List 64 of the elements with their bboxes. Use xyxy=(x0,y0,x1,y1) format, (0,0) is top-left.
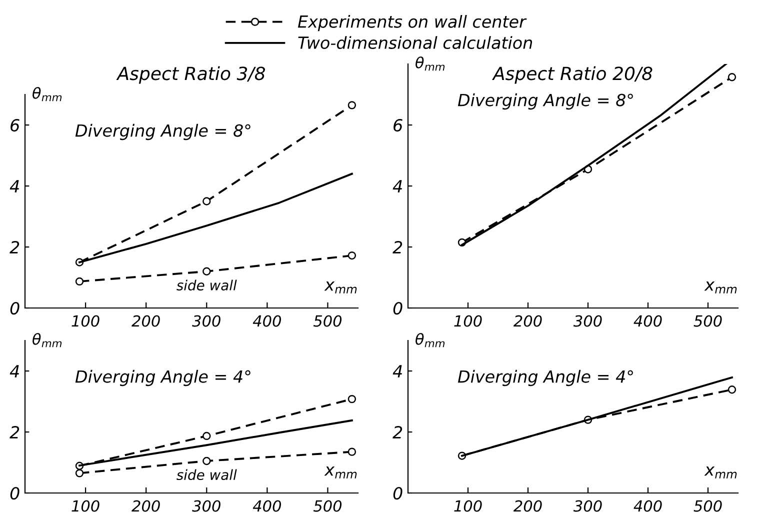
y-tick-label: 0 xyxy=(10,486,20,500)
x-tick-label: 400 xyxy=(252,500,281,512)
point xyxy=(728,73,736,82)
text: Diverging Angle = 4° xyxy=(458,370,633,386)
y-axis-title: θ$_{mm}$ xyxy=(416,56,445,71)
x-tick-label: 100 xyxy=(454,315,482,327)
y-tick-label: 0 xyxy=(393,486,402,500)
point xyxy=(202,456,211,466)
y-tick-label: 2 xyxy=(392,426,402,438)
x-tick-label: 100 xyxy=(72,500,100,512)
x-axis-title: x$_{mm}$ xyxy=(704,466,737,478)
y-tick-label: 0 xyxy=(10,302,20,315)
point xyxy=(75,277,84,286)
y-tick-label: 0 xyxy=(393,302,402,315)
x-tick-label: 100 xyxy=(72,315,100,327)
y-axis-title: θ$_{mm}$ xyxy=(32,332,62,348)
x-axis-title: x$_{mm}$ xyxy=(324,281,357,294)
x-tick-label: 200 xyxy=(513,500,542,512)
x-tick-label: 200 xyxy=(132,315,160,327)
point xyxy=(202,267,211,276)
x-tick-label: 400 xyxy=(634,315,662,327)
x-tick-label: 300 xyxy=(573,315,602,327)
point xyxy=(348,394,356,404)
x-axis-title: x$_{mm}$ xyxy=(704,281,737,294)
point xyxy=(202,197,211,206)
x-tick-label: 500 xyxy=(313,500,342,512)
point xyxy=(348,448,356,456)
y-tick-label: 4 xyxy=(10,180,19,192)
y-tick-label: 4 xyxy=(10,365,19,378)
x-tick-label: 200 xyxy=(132,500,160,512)
text: Diverging Angle = 4° xyxy=(75,370,250,386)
y-tick-label: 2 xyxy=(10,240,20,254)
x-axis-title: x$_{mm}$ xyxy=(324,466,357,478)
point xyxy=(202,432,211,440)
x-tick-label: 300 xyxy=(573,500,602,512)
y-tick-label: 2 xyxy=(392,240,402,254)
y-tick-label: 6 xyxy=(10,118,20,132)
text: Diverging Angle = 8° xyxy=(75,124,250,140)
x-tick-label: 400 xyxy=(252,315,281,327)
x-tick-label: 300 xyxy=(192,315,220,327)
x-tick-label: 500 xyxy=(313,315,342,327)
y-tick-label: 2 xyxy=(10,426,20,438)
point xyxy=(348,101,356,110)
y-axis-title: θ$_{mm}$ xyxy=(416,332,445,348)
x-tick-label: 300 xyxy=(192,500,220,512)
point xyxy=(75,469,84,478)
y-tick-label: 4 xyxy=(392,365,402,378)
x-tick-label: 100 xyxy=(454,500,482,512)
text: Diverging Angle = 8° xyxy=(458,93,633,110)
chart-title: Aspect Ratio 3/8 xyxy=(116,66,266,84)
point xyxy=(728,386,736,394)
x-tick-label: 500 xyxy=(694,315,722,327)
x-tick-label: 200 xyxy=(513,315,542,327)
annotation: side wall xyxy=(176,469,237,480)
annotation: side wall xyxy=(176,280,237,290)
y-tick-label: 6 xyxy=(394,118,402,132)
legend-label: Two-dimensional calculation xyxy=(298,36,532,50)
legend-label: Experiments on wall center xyxy=(298,15,527,32)
chart-title: Aspect Ratio 20/8 xyxy=(492,66,652,84)
x-tick-label: 500 xyxy=(694,500,722,512)
x-tick-label: 400 xyxy=(634,500,662,512)
y-tick-label: 4 xyxy=(392,180,402,192)
point xyxy=(348,251,356,260)
y-axis-title: θ$_{mm}$ xyxy=(32,86,62,102)
